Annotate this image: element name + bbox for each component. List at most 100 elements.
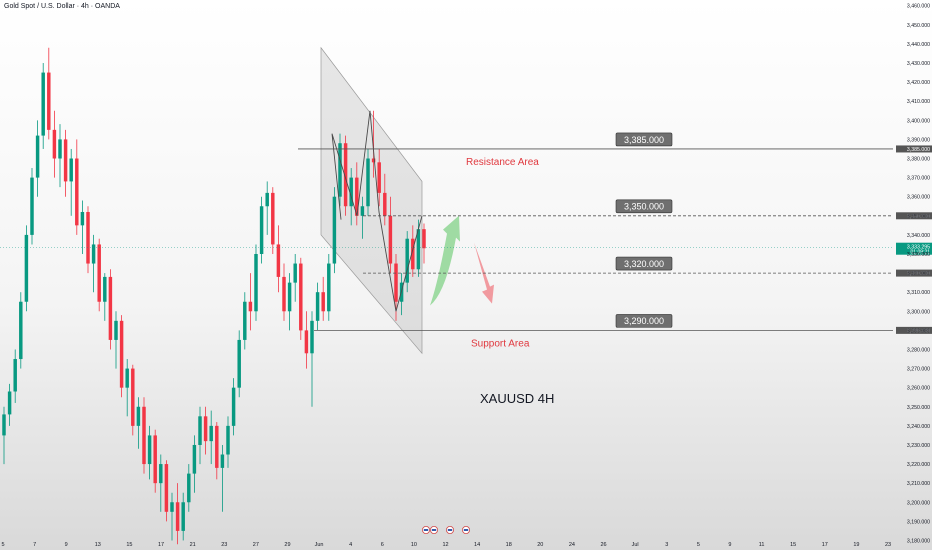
candle bbox=[181, 492, 185, 541]
y-tick-label: 3,430.000 bbox=[907, 61, 930, 67]
level-label: 3,385.000 bbox=[624, 135, 664, 145]
axis-level-label: 3,290.000 bbox=[907, 328, 930, 334]
candle bbox=[114, 311, 118, 369]
candle-body bbox=[209, 425, 213, 442]
x-tick-label: 15 bbox=[790, 542, 796, 548]
candle bbox=[7, 383, 12, 426]
economic-event-icon bbox=[429, 526, 438, 535]
candle bbox=[338, 133, 342, 207]
x-tick-label: 27 bbox=[253, 542, 259, 548]
candle bbox=[153, 429, 157, 493]
x-tick-label: 19 bbox=[853, 542, 859, 548]
symbol-title: Gold Spot / U.S. Dollar · 4h · OANDA bbox=[4, 3, 120, 10]
candle-body bbox=[394, 263, 398, 302]
x-tick-label: 12 bbox=[442, 542, 448, 548]
candle-body bbox=[86, 211, 90, 264]
candle-body bbox=[321, 292, 325, 312]
x-tick-label: 11 bbox=[759, 542, 765, 548]
economic-event-icon bbox=[461, 526, 470, 535]
candle bbox=[192, 435, 197, 493]
y-tick-label: 3,310.000 bbox=[907, 290, 930, 296]
x-tick-label: 14 bbox=[474, 542, 480, 548]
candle bbox=[209, 410, 213, 465]
support-area-label: Support Area bbox=[471, 338, 530, 349]
x-tick-label: 29 bbox=[284, 542, 290, 548]
candle bbox=[220, 444, 225, 512]
candle bbox=[19, 292, 23, 369]
level-label: 3,350.000 bbox=[624, 202, 664, 212]
candle bbox=[332, 187, 337, 274]
candle bbox=[35, 120, 40, 197]
candle bbox=[80, 200, 85, 254]
candle-body bbox=[69, 158, 73, 182]
candle-body bbox=[237, 339, 241, 388]
y-tick-label: 3,440.000 bbox=[907, 42, 930, 48]
x-tick-label: 9 bbox=[65, 542, 68, 548]
candle bbox=[164, 460, 169, 522]
x-tick-label: 4 bbox=[349, 542, 352, 548]
y-tick-label: 3,320.000 bbox=[907, 271, 930, 277]
x-tick-label: 26 bbox=[600, 542, 606, 548]
y-tick-label: 3,330.000 bbox=[907, 252, 930, 258]
candle bbox=[371, 110, 376, 178]
candle-body bbox=[7, 391, 12, 415]
candle-body bbox=[371, 158, 376, 163]
candle bbox=[366, 148, 370, 216]
level-3290: 3,290.000 3,290.000 bbox=[314, 314, 932, 334]
candle-body bbox=[265, 192, 269, 207]
level-label-box bbox=[615, 256, 673, 271]
current-price-label: 3,333.295 bbox=[907, 245, 930, 251]
y-tick-label: 3,390.000 bbox=[907, 137, 930, 143]
x-tick-label: Jun bbox=[315, 542, 324, 548]
candle-body bbox=[293, 263, 297, 283]
y-tick-label: 3,300.000 bbox=[907, 309, 930, 315]
countdown-label: 01:09:21 bbox=[911, 250, 931, 256]
candle bbox=[187, 464, 191, 512]
candle bbox=[243, 292, 247, 350]
candle bbox=[299, 257, 303, 340]
x-tick-label: 23 bbox=[885, 542, 891, 548]
y-tick-label: 3,280.000 bbox=[907, 347, 930, 353]
flag-stripe-icon bbox=[447, 529, 453, 531]
candle-body bbox=[75, 158, 79, 226]
candle-body bbox=[164, 464, 169, 512]
candle-body bbox=[355, 177, 359, 216]
candle-body bbox=[271, 192, 275, 245]
x-tick-label: 9 bbox=[728, 542, 731, 548]
candle bbox=[315, 282, 320, 331]
x-tick-label: 15 bbox=[126, 542, 132, 548]
economic-event-icon bbox=[445, 526, 454, 535]
candle-body bbox=[52, 129, 57, 159]
candle bbox=[310, 311, 314, 407]
axis-level-tag bbox=[896, 212, 932, 220]
level-label-box bbox=[615, 199, 673, 214]
candle-body bbox=[24, 234, 29, 302]
candle bbox=[108, 269, 113, 350]
candle bbox=[119, 315, 124, 398]
candle-body bbox=[388, 215, 393, 264]
candle bbox=[103, 273, 107, 321]
candle-body bbox=[35, 135, 40, 178]
candle bbox=[58, 124, 62, 188]
candle-body bbox=[187, 473, 191, 503]
candle bbox=[265, 181, 269, 235]
candle bbox=[271, 187, 275, 254]
candle-body bbox=[80, 211, 85, 226]
x-tick-label: Jul bbox=[632, 542, 639, 548]
candle-body bbox=[114, 320, 118, 340]
candle bbox=[131, 364, 135, 436]
candle-body bbox=[47, 72, 51, 130]
flag-stripe-icon bbox=[423, 529, 429, 531]
candle bbox=[75, 139, 79, 235]
candle-body bbox=[198, 416, 202, 445]
zigzag-pattern bbox=[331, 110, 423, 312]
candle-body bbox=[377, 162, 381, 193]
candle-body bbox=[366, 158, 370, 207]
x-tick-label: 18 bbox=[506, 542, 512, 548]
x-tick-label: 5 bbox=[1, 542, 4, 548]
candle-body bbox=[327, 263, 331, 312]
candle bbox=[388, 196, 393, 274]
x-tick-label: 23 bbox=[221, 542, 227, 548]
